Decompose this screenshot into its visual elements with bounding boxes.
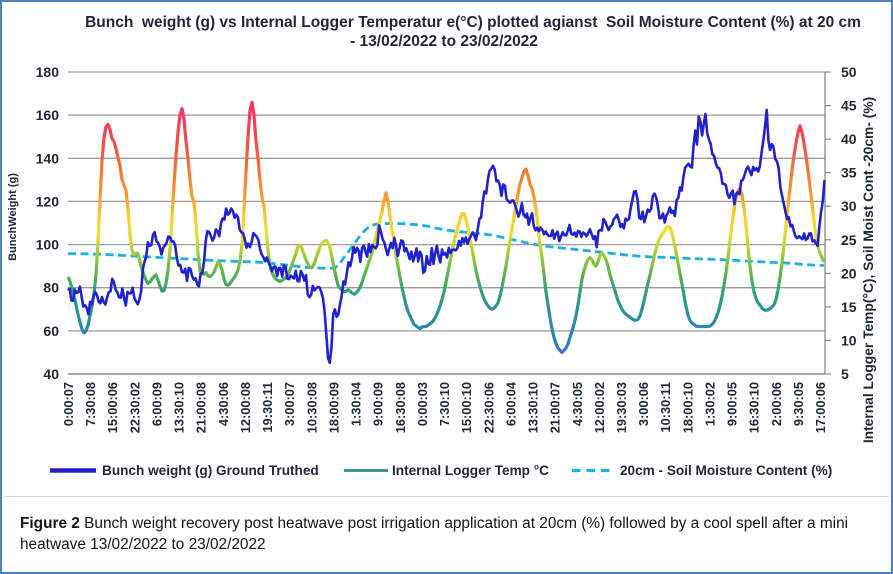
svg-text:19:30:11: 19:30:11 <box>260 382 275 433</box>
svg-text:180: 180 <box>36 64 60 80</box>
svg-text:15: 15 <box>841 299 857 315</box>
svg-text:10: 10 <box>841 332 857 348</box>
svg-text:Bunch weight (g) vs Internal: Bunch weight (g) vs Internal Logger Temp… <box>85 14 861 31</box>
svg-text:0:00:07: 0:00:07 <box>61 382 76 426</box>
svg-text:2:00:06: 2:00:06 <box>769 382 784 426</box>
svg-text:1:30:02: 1:30:02 <box>703 382 718 426</box>
svg-text:4:30:06: 4:30:06 <box>216 382 231 426</box>
svg-text:22:30:02: 22:30:02 <box>127 382 142 433</box>
svg-text:100: 100 <box>36 237 60 253</box>
svg-text:20: 20 <box>841 265 857 281</box>
svg-text:10:30:11: 10:30:11 <box>658 382 673 433</box>
svg-text:40: 40 <box>43 366 59 382</box>
svg-text:16:30:08: 16:30:08 <box>393 382 408 433</box>
svg-text:15:00:10: 15:00:10 <box>459 382 474 433</box>
svg-text:4:30:05: 4:30:05 <box>570 382 585 426</box>
svg-text:160: 160 <box>36 107 60 123</box>
svg-text:9:00:09: 9:00:09 <box>371 382 386 426</box>
svg-text:21:00:08: 21:00:08 <box>194 382 209 433</box>
svg-text:7:30:10: 7:30:10 <box>437 382 452 426</box>
svg-text:13:30:10: 13:30:10 <box>526 382 541 433</box>
svg-text:80: 80 <box>43 280 59 296</box>
svg-text:12:00:02: 12:00:02 <box>592 382 607 433</box>
svg-text:7:30:08: 7:30:08 <box>83 382 98 426</box>
svg-text:20cm - Soil Moisture Content (: 20cm - Soil Moisture Content (%) <box>620 463 832 478</box>
svg-text:16:30:10: 16:30:10 <box>747 382 762 433</box>
svg-text:1:30:04: 1:30:04 <box>349 381 364 426</box>
svg-text:22:30:06: 22:30:06 <box>481 382 496 433</box>
svg-text:BunchWeight (g): BunchWeight (g) <box>7 173 19 261</box>
svg-text:120: 120 <box>36 193 60 209</box>
svg-text:40: 40 <box>841 131 857 147</box>
svg-text:45: 45 <box>841 98 857 114</box>
svg-text:6:00:04: 6:00:04 <box>503 381 518 426</box>
svg-text:35: 35 <box>841 165 857 181</box>
svg-text:0:00:03: 0:00:03 <box>415 382 430 426</box>
svg-text:18:00:10: 18:00:10 <box>680 382 695 433</box>
svg-text:9:00:05: 9:00:05 <box>725 382 740 426</box>
svg-text:- 13/02/2022 to 23/02/2022: - 13/02/2022 to 23/02/2022 <box>350 33 538 50</box>
svg-text:17:00:06: 17:00:06 <box>813 382 828 433</box>
svg-text:30: 30 <box>841 198 857 214</box>
svg-text:5: 5 <box>841 366 849 382</box>
svg-text:10:30:08: 10:30:08 <box>304 382 319 433</box>
svg-text:3:00:06: 3:00:06 <box>636 382 651 426</box>
svg-text:Bunch weight (g) Ground Truthe: Bunch weight (g) Ground Truthed <box>102 463 319 478</box>
svg-text:12:00:08: 12:00:08 <box>238 382 253 433</box>
svg-text:6:00:09: 6:00:09 <box>150 382 165 426</box>
svg-text:18:00:09: 18:00:09 <box>326 382 341 433</box>
svg-text:15:00:06: 15:00:06 <box>105 382 120 433</box>
svg-text:3:00:07: 3:00:07 <box>282 382 297 426</box>
svg-text:Internal Logger Temp(°C), Soil: Internal Logger Temp(°C), Soil Moist Con… <box>861 97 876 443</box>
svg-text:9:30:05: 9:30:05 <box>791 382 806 426</box>
svg-text:19:30:03: 19:30:03 <box>614 382 629 433</box>
svg-text:140: 140 <box>36 150 60 166</box>
svg-text:50: 50 <box>841 64 857 80</box>
svg-text:13:30:10: 13:30:10 <box>172 382 187 433</box>
svg-text:Internal Logger Temp °C: Internal Logger Temp °C <box>392 463 549 478</box>
svg-text:25: 25 <box>841 232 857 248</box>
svg-text:60: 60 <box>43 323 59 339</box>
svg-text:21:00:07: 21:00:07 <box>548 382 563 433</box>
